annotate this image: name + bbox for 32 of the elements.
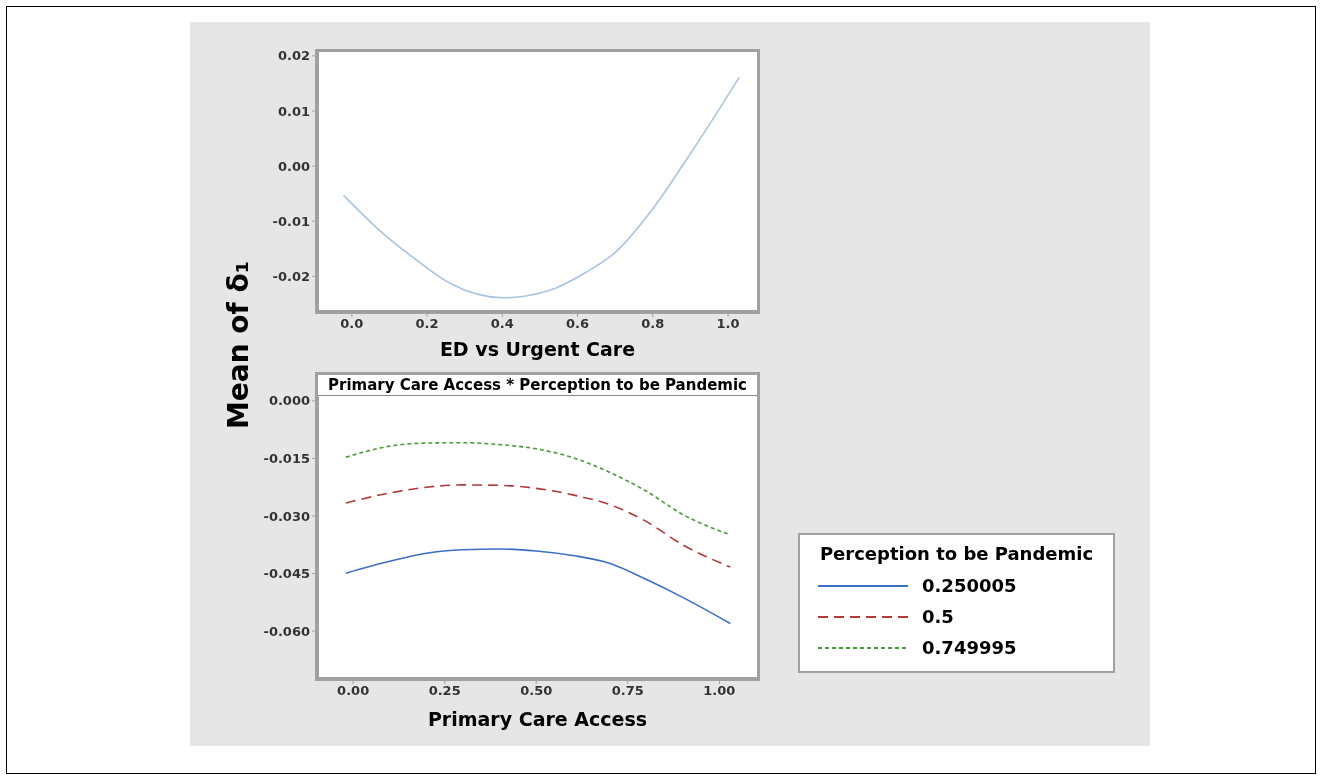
x-tick-label: 1.0 xyxy=(716,316,740,332)
x-tick-label: 0.25 xyxy=(428,683,461,699)
x-axis-title: Primary Care Access xyxy=(426,708,649,730)
x-axis-title: ED vs Urgent Care xyxy=(438,338,637,360)
legend-label: 0.749995 xyxy=(922,637,1017,658)
y-tick-label: 0.01 xyxy=(277,103,310,119)
line-series xyxy=(345,548,732,625)
y-tick-label: -0.015 xyxy=(263,451,310,467)
x-tick-label: 0.50 xyxy=(520,683,553,699)
chart-title: Primary Care Access * Perception to be Pandemic xyxy=(318,375,757,396)
y-tick-label: 0.000 xyxy=(268,393,310,409)
legend-label: 0.250005 xyxy=(922,575,1017,596)
legend-title: Perception to be Pandemic xyxy=(818,543,1095,564)
x-tick-label: 0.6 xyxy=(566,316,590,332)
y-tick-label: -0.030 xyxy=(263,508,310,524)
y-tick-label: 0.02 xyxy=(277,48,310,64)
y-tick-label: -0.045 xyxy=(263,566,310,582)
line-series xyxy=(345,484,732,568)
y-tick-label: -0.060 xyxy=(263,623,310,639)
x-tick-label: 0.00 xyxy=(337,683,370,699)
line-series xyxy=(342,76,741,299)
y-axis-title: Mean of δ₁ xyxy=(221,260,255,430)
y-tick-label: -0.02 xyxy=(272,268,310,284)
y-tick-label: -0.01 xyxy=(272,213,310,229)
x-tick-label: 0.2 xyxy=(415,316,439,332)
x-tick-label: 1.00 xyxy=(703,683,736,699)
x-tick-label: 0.75 xyxy=(611,683,644,699)
x-tick-label: 0.8 xyxy=(641,316,665,332)
legend-label: 0.5 xyxy=(922,606,954,627)
x-tick-label: 0.4 xyxy=(490,316,514,332)
y-tick-label: 0.00 xyxy=(277,158,310,174)
x-tick-label: 0.0 xyxy=(340,316,364,332)
